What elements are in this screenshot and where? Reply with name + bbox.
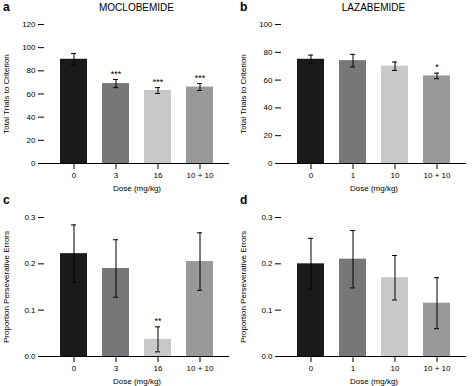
svg-text:Total Trials to Criterion: Total Trials to Criterion xyxy=(239,54,248,134)
html-text:d: d xyxy=(240,193,248,207)
svg-text:***: *** xyxy=(153,77,164,87)
svg-text:0: 0 xyxy=(309,171,314,180)
svg-text:10 + 10: 10 + 10 xyxy=(424,364,451,373)
svg-text:16: 16 xyxy=(154,364,163,373)
svg-text:100: 100 xyxy=(259,20,273,29)
svg-text:0: 0 xyxy=(268,159,273,168)
svg-text:40: 40 xyxy=(264,103,273,112)
svg-text:0: 0 xyxy=(31,159,36,168)
svg-text:0.0: 0.0 xyxy=(24,352,36,361)
svg-text:Dose (mg/kg): Dose (mg/kg) xyxy=(350,184,398,193)
svg-text:0: 0 xyxy=(309,364,314,373)
svg-text:Dose (mg/kg): Dose (mg/kg) xyxy=(350,377,398,386)
svg-text:Proportion Perseverative Error: Proportion Perseverative Errors xyxy=(239,231,248,343)
svg-text:10 + 10: 10 + 10 xyxy=(424,171,451,180)
html-text:a: a xyxy=(3,0,10,14)
svg-text:0.2: 0.2 xyxy=(261,259,273,268)
svg-text:Dose (mg/kg): Dose (mg/kg) xyxy=(113,184,161,193)
svg-text:20: 20 xyxy=(27,136,36,145)
svg-text:0.3: 0.3 xyxy=(261,213,273,222)
svg-text:Proportion Perseverative Error: Proportion Perseverative Errors xyxy=(2,231,11,343)
svg-text:10 + 10: 10 + 10 xyxy=(187,171,214,180)
svg-text:40: 40 xyxy=(27,113,36,122)
html-text:c: c xyxy=(3,193,10,207)
svg-text:80: 80 xyxy=(27,66,36,75)
svg-text:1: 1 xyxy=(351,171,356,180)
svg-text:10: 10 xyxy=(391,171,400,180)
svg-text:100: 100 xyxy=(22,43,36,52)
svg-text:20: 20 xyxy=(264,131,273,140)
svg-text:***: *** xyxy=(195,73,206,83)
svg-text:*: * xyxy=(435,62,439,72)
svg-text:10 + 10: 10 + 10 xyxy=(187,364,214,373)
svg-text:60: 60 xyxy=(27,90,36,99)
html-text:MOCLOBEMIDE: MOCLOBEMIDE xyxy=(99,2,174,13)
svg-text:0.1: 0.1 xyxy=(261,306,273,315)
svg-text:0: 0 xyxy=(72,364,77,373)
svg-text:Total Trials to Criterion: Total Trials to Criterion xyxy=(2,54,11,134)
html-text:LAZABEMIDE: LAZABEMIDE xyxy=(341,2,406,13)
svg-text:16: 16 xyxy=(154,171,163,180)
svg-text:***: *** xyxy=(111,69,122,79)
svg-text:1: 1 xyxy=(351,364,356,373)
svg-text:0.0: 0.0 xyxy=(261,352,273,361)
svg-text:0.3: 0.3 xyxy=(24,213,36,222)
svg-text:Dose (mg/kg): Dose (mg/kg) xyxy=(113,377,161,386)
svg-text:80: 80 xyxy=(264,48,273,57)
svg-text:**: ** xyxy=(154,316,162,326)
svg-text:120: 120 xyxy=(22,20,36,29)
svg-text:0: 0 xyxy=(72,171,77,180)
svg-text:60: 60 xyxy=(264,76,273,85)
svg-text:3: 3 xyxy=(114,364,119,373)
svg-text:0.1: 0.1 xyxy=(24,306,36,315)
svg-text:10: 10 xyxy=(391,364,400,373)
svg-text:3: 3 xyxy=(114,171,119,180)
html-text:b: b xyxy=(240,0,248,14)
svg-text:0.2: 0.2 xyxy=(24,259,36,268)
